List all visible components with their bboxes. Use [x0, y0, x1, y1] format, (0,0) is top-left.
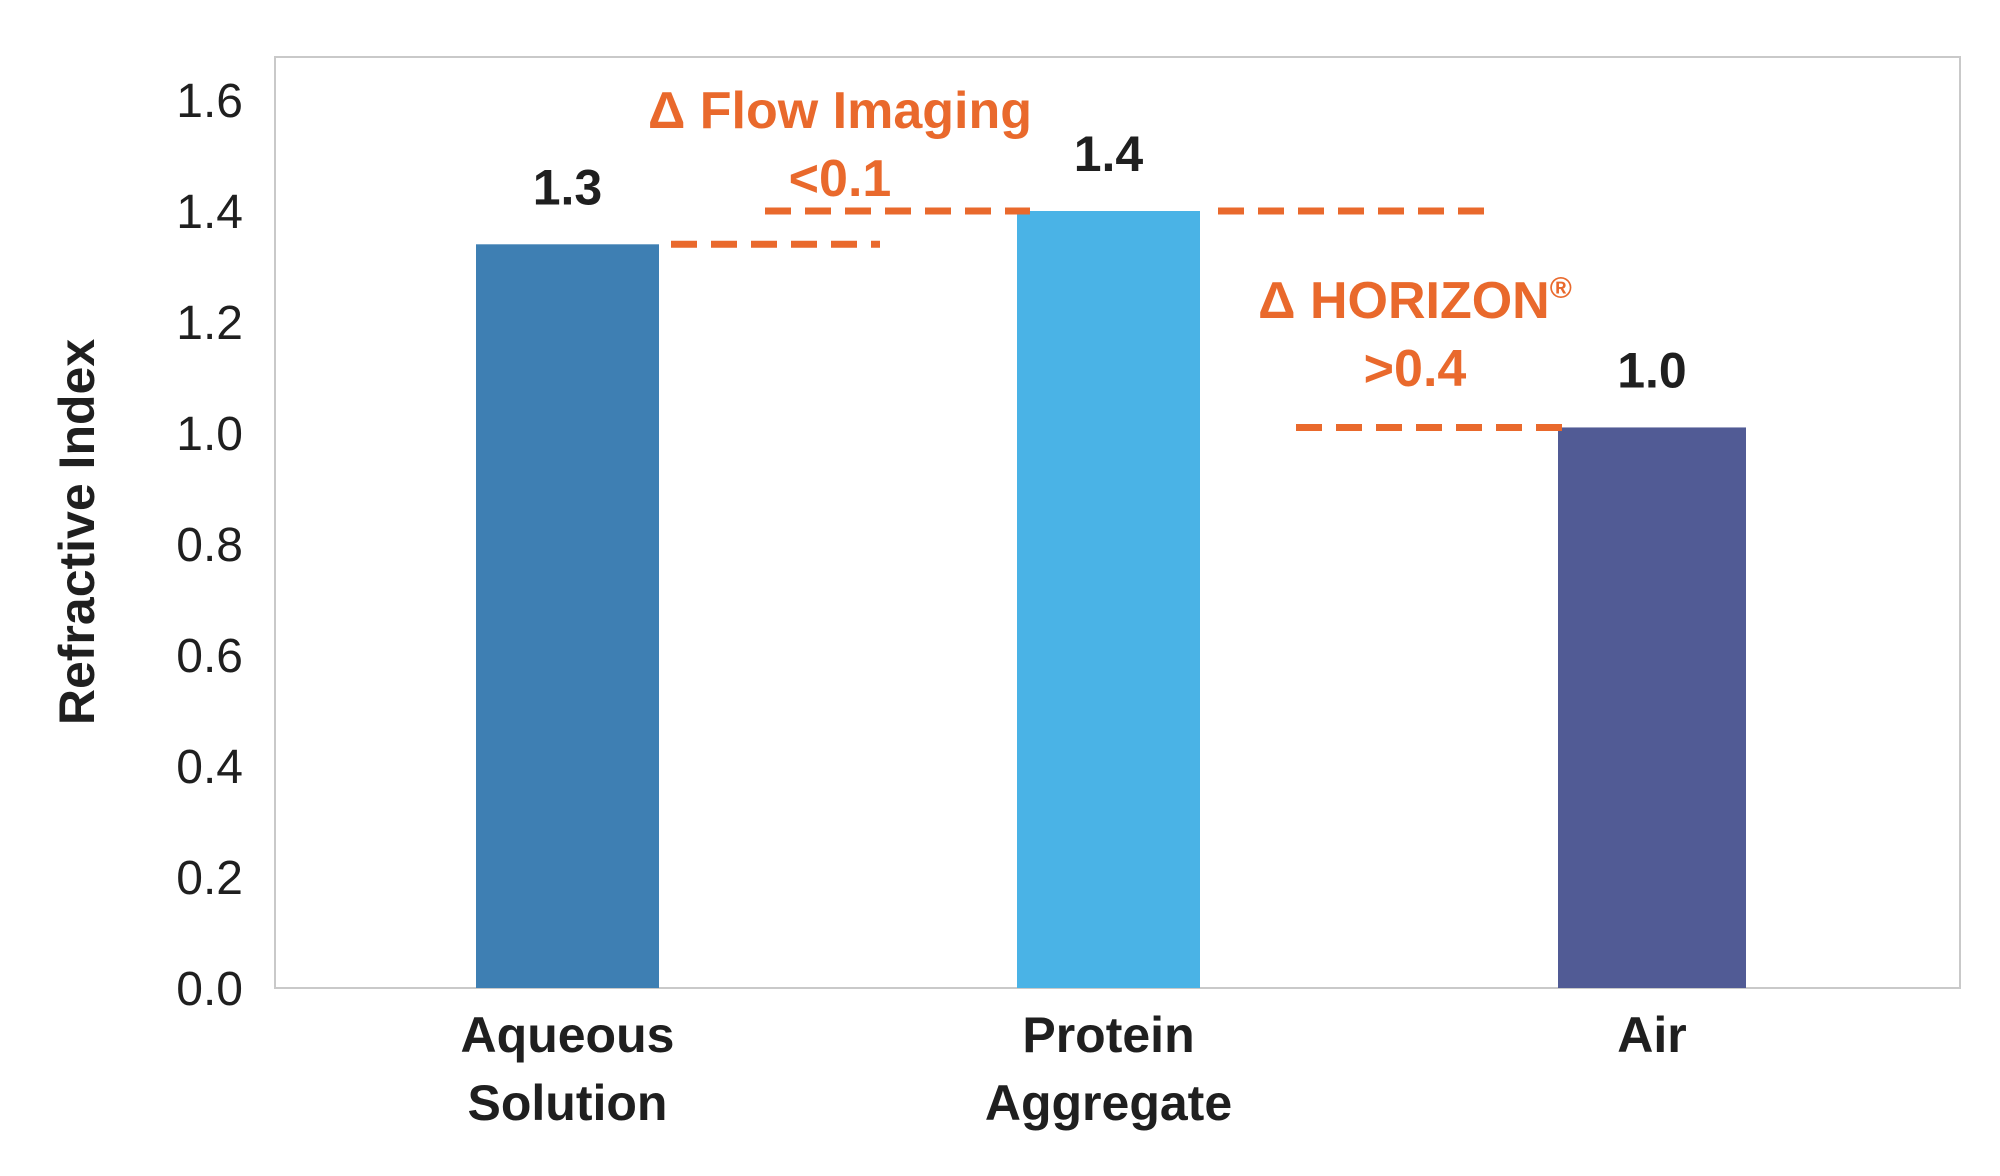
annotation-flow-imaging-title-text: Δ Flow Imaging — [648, 82, 1032, 140]
y-tick-label: 0.8 — [176, 519, 243, 572]
category-label: Aggregate — [985, 1075, 1232, 1131]
annotation-horizon-value: >0.4 — [1364, 340, 1467, 398]
annotation-flow-imaging-title: Δ Flow Imaging — [648, 82, 1032, 140]
bar-2 — [1558, 427, 1746, 988]
annotation-horizon-registered-mark: ® — [1550, 272, 1572, 305]
bar-0 — [476, 244, 659, 989]
y-axis-label: Refractive Index — [49, 339, 105, 725]
y-tick-label: 0.2 — [176, 852, 243, 905]
y-tick-label: 0.0 — [176, 963, 243, 1016]
bar-1 — [1017, 211, 1200, 988]
y-tick-label: 1.2 — [176, 297, 243, 350]
annotation-horizon-title-text: Δ HORIZON — [1258, 272, 1550, 330]
y-tick-label: 0.6 — [176, 630, 243, 683]
category-label: Air — [1617, 1007, 1686, 1063]
y-tick-label: 1.6 — [176, 75, 243, 128]
y-tick-label: 0.4 — [176, 741, 243, 794]
y-tick-label: 1.4 — [176, 186, 243, 239]
bar-value-label: 1.0 — [1617, 342, 1687, 398]
category-label: Solution — [468, 1075, 668, 1131]
category-label: Protein — [1022, 1007, 1194, 1063]
annotation-horizon-title: Δ HORIZON® — [1258, 272, 1572, 330]
bar-value-label: 1.4 — [1074, 126, 1144, 182]
y-tick-label: 1.0 — [176, 408, 243, 461]
annotation-flow-imaging-value: <0.1 — [789, 150, 892, 208]
category-label: Aqueous — [461, 1007, 675, 1063]
bar-value-label: 1.3 — [533, 159, 603, 215]
